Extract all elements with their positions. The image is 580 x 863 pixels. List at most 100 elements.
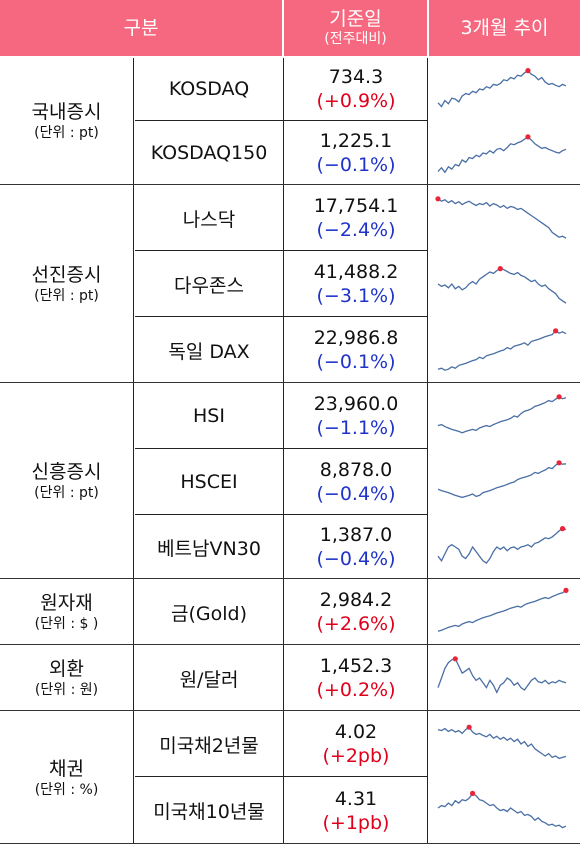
group-developed: 선진증시 (단위 : pt) — [0, 186, 133, 382]
trend-line — [437, 267, 567, 304]
trend-line — [437, 198, 567, 239]
trend-sparkline — [437, 328, 567, 371]
group-unit: (단위 : pt) — [34, 485, 99, 501]
row-value-cell: 8,878.0 (−0.4%) — [285, 450, 427, 514]
trend-sparkline — [437, 460, 567, 499]
trend-sparkline — [437, 790, 567, 829]
trend-peak-marker — [525, 68, 531, 74]
grid-line — [427, 58, 428, 843]
trend-peak-marker — [466, 724, 472, 730]
trend-peak-marker — [559, 526, 566, 532]
row-change: (−0.1%) — [316, 351, 396, 373]
row-item: 베트남VN30 — [157, 537, 261, 560]
row-value-cell: 17,754.1 (−2.4%) — [285, 186, 427, 250]
row-item: KOSDAQ — [168, 78, 250, 100]
row-change: (−1.1%) — [316, 417, 396, 439]
grid-line — [133, 58, 134, 843]
row-divider — [135, 250, 427, 251]
row-change: (+1pb) — [322, 811, 390, 834]
header-category-label: 구분 — [123, 17, 159, 39]
row-item: 미국채2년물 — [159, 734, 259, 757]
grid-line — [283, 58, 284, 843]
row-change: (−0.1%) — [316, 154, 396, 176]
row-value: 1,452.3 — [319, 655, 393, 677]
trend-line — [437, 396, 567, 434]
group-bond: 채권 (단위 : %) — [0, 712, 133, 843]
group-unit: (단위 : 원) — [34, 682, 99, 698]
trend-sparkline — [435, 196, 567, 239]
trend-sparkline — [437, 266, 567, 304]
row-divider — [135, 514, 427, 515]
group-domestic: 국내증시 (단위 : pt) — [0, 58, 133, 184]
trend-peak-marker — [435, 196, 441, 202]
row-item: HSCEI — [180, 471, 238, 493]
row-value-cell: 2,984.2 (+2.6%) — [285, 580, 427, 644]
trend-line — [437, 136, 567, 174]
trend-line — [437, 589, 567, 632]
group-unit: (단위 : pt) — [34, 125, 99, 141]
row-value-cell: 23,960.0 (−1.1%) — [285, 384, 427, 448]
row-value-cell: 1,452.3 (+0.2%) — [285, 646, 427, 710]
row-item: 독일 DAX — [168, 340, 250, 363]
row-item: 미국채10년물 — [153, 801, 265, 823]
header-base-date-label: 기준일 — [329, 8, 382, 30]
group-divider — [0, 578, 580, 579]
group-name: 선진증시 — [31, 264, 102, 286]
trend-peak-marker — [452, 656, 458, 662]
group-name: 외환 — [49, 658, 84, 680]
group-divider — [0, 710, 580, 711]
row-value: 23,960.0 — [313, 393, 399, 415]
row-value: 734.3 — [328, 66, 384, 88]
trend-sparkline — [437, 134, 567, 174]
row-item: KOSDAQ150 — [150, 142, 268, 164]
trend-peak-marker — [553, 328, 559, 334]
row-change: (+0.9%) — [316, 90, 396, 112]
row-value: 4.02 — [334, 721, 378, 743]
header-category: 구분 — [0, 0, 282, 56]
row-change: (−3.1%) — [316, 285, 396, 307]
row-divider — [135, 316, 427, 317]
row-value: 8,878.0 — [319, 459, 393, 481]
row-item: 나스닥 — [182, 208, 236, 231]
trend-peak-marker — [556, 394, 562, 400]
trend-peak-marker — [556, 460, 562, 466]
trend-sparkline — [437, 68, 567, 108]
group-unit: (단위 : %) — [34, 781, 99, 798]
row-value: 1,387.0 — [319, 524, 393, 546]
row-change: (+0.2%) — [316, 679, 396, 701]
trend-line — [437, 527, 567, 564]
group-divider — [0, 644, 580, 645]
group-name: 국내증시 — [31, 101, 102, 123]
row-value-cell: 22,986.8 (−0.1%) — [285, 318, 427, 382]
row-change: (+2pb) — [322, 745, 390, 767]
group-name: 원자재 — [40, 592, 93, 614]
row-value: 4.31 — [334, 787, 378, 810]
group-name: 채권 — [49, 757, 84, 780]
group-name: 신흥증시 — [31, 461, 102, 483]
trend-sparkline — [437, 724, 567, 760]
row-divider — [135, 120, 427, 121]
row-change: (−0.4%) — [316, 548, 396, 570]
trend-line — [437, 792, 567, 829]
trend-peak-marker — [525, 134, 531, 140]
header-trend: 3개월 추이 — [429, 0, 580, 56]
header-base-date-sub: (전주대비) — [324, 31, 387, 47]
trend-sparkline — [437, 526, 567, 564]
group-fx: 외환 (단위 : 원) — [0, 646, 133, 710]
group-divider — [0, 382, 580, 383]
trend-line — [437, 726, 567, 760]
row-value: 2,984.2 — [319, 589, 393, 611]
table-bottom-border — [0, 843, 580, 844]
trend-line — [437, 69, 567, 108]
row-value: 1,225.1 — [319, 130, 393, 152]
row-value-cell: 1,225.1 (−0.1%) — [285, 122, 427, 184]
row-item: HSI — [193, 405, 225, 427]
trend-line — [437, 462, 567, 499]
row-change: (−0.4%) — [316, 483, 396, 505]
row-item: 금(Gold) — [171, 602, 247, 625]
trend-line — [437, 658, 567, 694]
row-value-cell: 1,387.0 (−0.4%) — [285, 516, 427, 578]
group-unit: (단위 : pt) — [34, 288, 99, 304]
row-value-cell: 41,488.2 (−3.1%) — [285, 252, 427, 316]
